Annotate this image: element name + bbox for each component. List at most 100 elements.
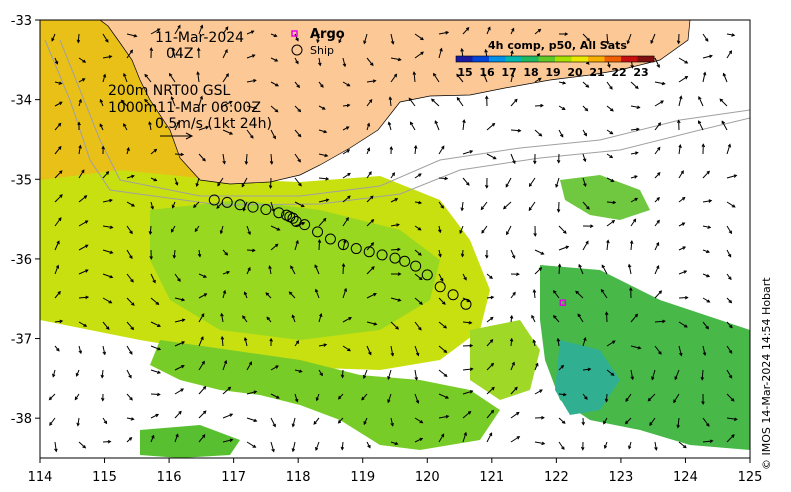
current-arrow xyxy=(486,122,496,131)
current-arrow xyxy=(222,249,229,256)
current-arrow xyxy=(390,417,394,427)
current-arrow xyxy=(414,173,422,179)
current-arrow xyxy=(174,433,179,443)
current-arrow xyxy=(340,369,345,379)
current-arrow xyxy=(486,362,495,371)
x-tick-label: 115 xyxy=(92,470,117,485)
current-arrow xyxy=(270,365,279,371)
current-arrow xyxy=(198,125,210,131)
current-arrow xyxy=(604,393,609,403)
current-arrow xyxy=(294,177,302,187)
current-arrow xyxy=(241,177,248,188)
current-arrow xyxy=(600,288,608,299)
current-arrow xyxy=(171,47,176,59)
current-arrow xyxy=(438,273,444,282)
current-arrow xyxy=(674,369,680,381)
map-date: 11-Mar-2024 xyxy=(155,30,244,46)
x-tick-label: 124 xyxy=(673,470,698,485)
current-arrow xyxy=(222,48,228,59)
ship-position-marker xyxy=(376,249,388,261)
current-arrow xyxy=(556,153,561,164)
current-arrow xyxy=(603,417,608,425)
current-arrow xyxy=(198,360,205,371)
argo-legend-marker xyxy=(291,30,298,37)
current-arrow xyxy=(582,105,589,112)
current-arrow xyxy=(150,434,155,443)
current-arrow xyxy=(582,393,588,400)
current-arrow xyxy=(174,177,179,186)
current-arrow xyxy=(437,225,442,234)
colorbar-swatch xyxy=(522,56,539,62)
colorbar-swatch xyxy=(505,56,523,62)
current-arrow xyxy=(294,201,305,208)
current-arrow xyxy=(222,413,234,419)
current-arrow xyxy=(510,436,521,443)
colorbar-swatch xyxy=(456,56,473,62)
current-arrow xyxy=(630,313,639,323)
current-arrow xyxy=(486,432,493,443)
current-arrow xyxy=(606,81,613,90)
current-arrow xyxy=(366,345,372,356)
current-arrow xyxy=(459,225,464,234)
colorbar-tick-label: 19 xyxy=(545,66,560,79)
current-arrow xyxy=(337,393,344,400)
current-arrow xyxy=(54,122,62,131)
current-arrow xyxy=(246,441,257,448)
current-arrow xyxy=(198,273,207,278)
current-arrow xyxy=(174,365,185,371)
current-arrow xyxy=(558,105,566,110)
current-arrow xyxy=(390,172,395,179)
current-arrow xyxy=(510,249,516,259)
current-arrow xyxy=(698,95,704,107)
current-arrow xyxy=(198,336,204,347)
current-arrow xyxy=(366,98,373,107)
y-tick-label: -35 xyxy=(11,173,32,188)
current-arrow xyxy=(462,431,468,443)
x-tick-label: 120 xyxy=(415,470,440,485)
current-arrow xyxy=(462,150,474,155)
current-arrow xyxy=(558,392,567,397)
ship-position-marker xyxy=(234,199,246,211)
current-arrow xyxy=(126,345,133,355)
current-arrow xyxy=(726,174,738,179)
current-arrow xyxy=(52,369,56,378)
current-arrow xyxy=(558,245,570,251)
colorbar-swatch xyxy=(555,56,572,62)
current-arrow xyxy=(102,33,109,43)
current-arrow xyxy=(150,273,156,284)
current-arrow xyxy=(486,26,491,35)
current-arrow xyxy=(126,297,135,306)
current-arrow xyxy=(174,152,185,157)
y-tick-label: -34 xyxy=(11,94,32,109)
current-arrow xyxy=(558,225,567,234)
current-arrow xyxy=(654,290,663,299)
current-arrow xyxy=(126,417,135,421)
current-arrow xyxy=(196,47,201,59)
current-arrow xyxy=(606,200,617,205)
current-arrow xyxy=(462,320,473,325)
ship-position-marker xyxy=(350,243,362,255)
current-arrow xyxy=(719,98,728,107)
current-arrow xyxy=(99,98,104,107)
current-arrow xyxy=(315,393,320,402)
current-arrow xyxy=(532,288,537,299)
current-arrow xyxy=(150,392,161,397)
current-arrow xyxy=(654,81,666,86)
current-arrow xyxy=(460,249,465,258)
current-arrow xyxy=(649,417,656,427)
current-arrow xyxy=(54,319,64,324)
current-arrow xyxy=(390,73,398,83)
current-arrow xyxy=(102,249,114,254)
current-arrow xyxy=(702,225,712,229)
current-arrow xyxy=(390,297,402,302)
current-arrow xyxy=(171,201,176,209)
current-arrow xyxy=(366,219,375,227)
current-arrow xyxy=(102,73,107,83)
current-arrow xyxy=(582,177,587,188)
current-arrow xyxy=(481,225,488,234)
current-arrow xyxy=(624,417,632,425)
colorbar-tick-label: 16 xyxy=(479,66,495,79)
current-arrow xyxy=(270,441,275,453)
current-arrow xyxy=(342,103,351,108)
current-arrow xyxy=(78,244,89,251)
